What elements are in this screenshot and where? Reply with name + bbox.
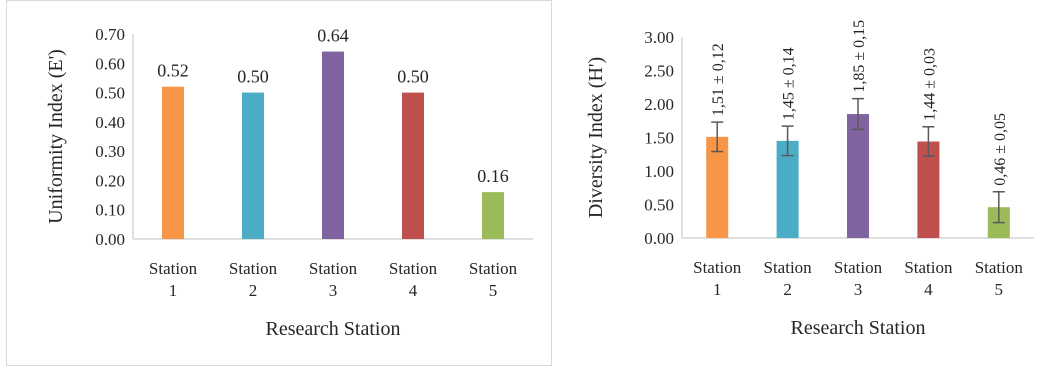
y-tick-label: 0.50	[95, 84, 125, 103]
y-tick-label: 0.00	[644, 229, 674, 248]
y-tick-label: 0.00	[95, 230, 125, 249]
bar-station-2	[776, 140, 799, 238]
data-label-station-4: 1,44 ± 0,03	[921, 48, 938, 121]
data-label-station-1: 1,51 ± 0,12	[710, 43, 727, 116]
diversity-chart: 0.00 0.50 1.00 1.50 2.00 2.50 3.00 1,51 ± 0,12 S…	[585, 20, 1034, 339]
bar-station-4	[917, 141, 940, 238]
y-tick-label: 0.60	[95, 54, 125, 73]
x-tick-label: Station	[693, 258, 742, 277]
bar-station-4	[402, 92, 424, 239]
x-tick-label: Station	[309, 259, 358, 278]
x-tick-label: 5	[995, 280, 1004, 299]
diversity-chart-panel: 0.00 0.50 1.00 1.50 2.00 2.50 3.00 1,51 ± 0,12 S…	[556, 0, 1044, 366]
x-tick-label: 4	[924, 280, 933, 299]
data-label-station-2: 0.50	[237, 67, 269, 87]
data-label-station-5: 0.16	[477, 166, 509, 186]
x-tick-label: 4	[409, 281, 418, 300]
x-tick-label: 1	[169, 281, 178, 300]
data-label-station-1: 0.52	[157, 61, 189, 81]
y-tick-label: 2.50	[644, 62, 674, 81]
x-tick-label: 3	[329, 281, 338, 300]
data-label-station-3: 1,85 ± 0,15	[851, 20, 868, 93]
bar-station-5	[482, 192, 504, 239]
x-tick-label: Station	[975, 258, 1024, 277]
y-tick-label: 0.30	[95, 142, 125, 161]
x-tick-label: 2	[783, 280, 792, 299]
x-tick-label: Station	[764, 258, 813, 277]
bar-station-2	[242, 92, 264, 239]
data-label-station-2: 1,45 ± 0,14	[781, 47, 798, 120]
y-axis-title: Uniformity Index (E')	[45, 49, 67, 224]
x-tick-label: 1	[713, 280, 722, 299]
bar-station-1	[706, 136, 729, 238]
uniformity-chart-panel: 0.00 0.10 0.20 0.30 0.40 0.50 0.60 0.70 0.52 Stat…	[6, 0, 552, 366]
y-tick-label: 2.00	[644, 95, 674, 114]
y-tick-label: 3.00	[644, 28, 674, 47]
x-tick-label: Station	[469, 259, 518, 278]
y-tick-label: 0.70	[95, 25, 125, 44]
x-tick-label: Station	[149, 259, 198, 278]
x-tick-label: Station	[834, 258, 883, 277]
x-tick-label: 2	[249, 281, 258, 300]
bar-station-1	[162, 86, 184, 239]
data-label-station-5: 0,46 ± 0,05	[992, 113, 1009, 186]
data-label-station-4: 0.50	[397, 67, 429, 87]
x-axis-title: Research Station	[266, 318, 401, 340]
y-tick-label: 0.10	[95, 201, 125, 220]
y-tick-label: 1.50	[644, 129, 674, 148]
y-tick-label: 1.00	[644, 162, 674, 181]
x-axis-title: Research Station	[791, 317, 926, 339]
bar-station-3	[847, 114, 869, 238]
y-tick-label: 0.20	[95, 171, 125, 190]
x-tick-label: 5	[489, 281, 498, 300]
x-tick-label: Station	[229, 259, 278, 278]
x-tick-label: Station	[904, 258, 953, 277]
uniformity-chart: 0.00 0.10 0.20 0.30 0.40 0.50 0.60 0.70 0.52 Stat…	[45, 25, 533, 340]
y-tick-label: 0.40	[95, 113, 125, 132]
x-tick-label: 3	[854, 280, 863, 299]
x-tick-label: Station	[389, 259, 438, 278]
bar-station-3	[322, 51, 344, 240]
y-tick-label: 0.50	[644, 196, 674, 215]
data-label-station-3: 0.64	[317, 26, 349, 46]
y-axis-title: Diversity Index (H')	[585, 57, 607, 218]
